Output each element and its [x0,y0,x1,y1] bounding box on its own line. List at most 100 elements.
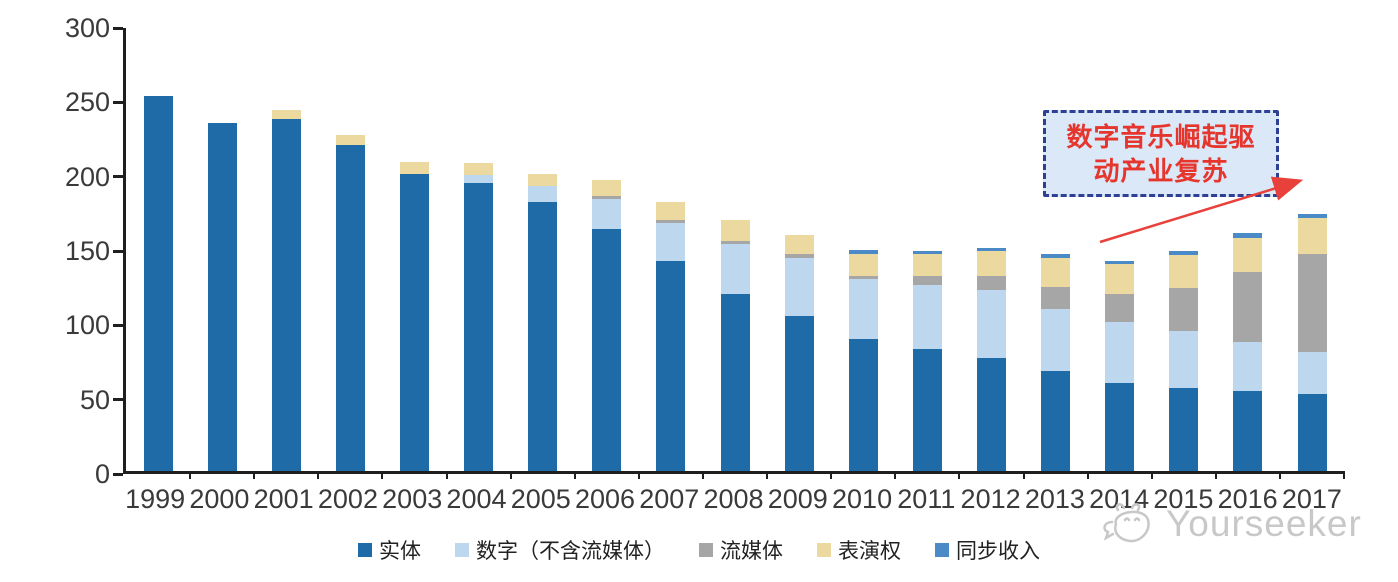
x-axis-label-2012: 2012 [960,484,1021,514]
bar-slot-2006 [575,28,640,479]
y-axis-tick [113,323,123,327]
x-axis-tick [1150,471,1153,479]
y-axis-label: 300 [64,13,110,43]
bar-segment [464,182,494,471]
bar-segment [592,179,622,196]
x-axis-label-2016: 2016 [1217,484,1278,514]
x-axis-label-2009: 2009 [767,484,828,514]
bar-segment [1169,255,1199,289]
bar-segment [1233,237,1263,272]
bar-segment [1233,271,1263,342]
bar-segment [464,163,494,176]
bar-slot-2009 [767,28,833,479]
legend-item: 同步收入 [935,535,1040,565]
x-axis-label-2011: 2011 [897,484,956,514]
bar-segment [784,253,814,259]
bars-layer [126,28,1346,479]
bar-segment [464,175,494,183]
bar-slot-2004 [447,28,512,479]
bar-segment [143,96,173,471]
x-axis-tick [637,471,640,479]
x-axis-tick [830,471,833,479]
y-axis-label: 100 [64,310,110,341]
bar-segment [976,248,1006,251]
stacked-bar-2013 [1041,253,1071,471]
x-axis-label-2003: 2003 [382,484,443,514]
bar-segment [528,185,558,202]
bar-slot-2015 [1152,28,1217,479]
bar-segment [848,279,878,339]
bar-segment [1297,393,1327,471]
bar-slot-2011 [895,28,961,479]
bar-segment [720,240,750,244]
stacked-bar-2004 [464,163,494,471]
legend-swatch-icon [817,543,831,557]
bar-slot-2012 [959,28,1025,479]
legend-item: 数字（不含流媒体） [455,535,665,565]
x-axis-tick [1214,471,1217,479]
watermark-text: Yourseeker [1166,503,1362,544]
bar-segment [656,201,686,220]
x-axis-tick [317,471,320,479]
bar-segment [1105,294,1135,323]
stacked-bar-2000 [207,123,237,471]
legend-item: 流媒体 [699,535,783,565]
stacked-bar-2005 [528,173,558,471]
bar-segment [592,198,622,229]
stacked-bar-1999 [143,96,173,471]
yourseeker-logo-icon [1103,503,1150,543]
bar-segment [207,123,237,471]
bar-segment [848,276,878,280]
stacked-bar-2012 [976,248,1006,471]
bar-slot-1999 [126,28,192,479]
bar-segment [848,338,878,471]
bar-segment [592,228,622,471]
bar-segment [1297,218,1327,254]
bar-slot-2013 [1024,28,1089,479]
bar-segment [335,145,365,471]
bar-segment [976,276,1006,290]
bar-segment [912,285,942,350]
y-axis-tick [113,472,123,476]
x-axis-label-2017: 2017 [1281,484,1342,514]
stacked-bar-2001 [271,109,301,471]
bar-segment [784,258,814,317]
x-axis-label-2007: 2007 [639,484,700,514]
legend-label: 表演权 [838,540,901,563]
bar-segment [1169,331,1199,388]
y-axis-label: 150 [64,236,110,266]
y-axis-tick [113,26,123,30]
stacked-bar-2006 [592,179,622,471]
bar-segment [656,222,686,262]
stacked-bar-2017 [1297,213,1327,471]
bar-segment [528,201,558,471]
stacked-bar-2010 [848,249,878,471]
legend-label: 数字（不含流媒体） [476,540,665,563]
x-axis-label-2006: 2006 [574,484,636,514]
stacked-bar-2003 [399,161,429,471]
bar-slot-2001 [254,28,320,479]
legend-swatch-icon [935,543,949,557]
bar-segment [1169,387,1199,471]
stacked-bar-2009 [784,234,814,471]
stacked-bar-2007 [656,201,686,471]
bar-segment [848,249,878,254]
legend-item: 实体 [358,535,421,565]
bar-segment [784,234,814,254]
stacked-bar-2014 [1105,261,1135,471]
bar-segment [1041,286,1071,309]
bar-segment [1233,341,1263,391]
bar-segment [1041,258,1071,287]
legend-label: 流媒体 [720,540,783,563]
x-axis-label-2010: 2010 [832,484,893,514]
legend-label: 实体 [379,540,421,563]
bar-segment [1105,322,1135,384]
x-axis-label-2005: 2005 [510,484,571,514]
annotation-text-line2: 动产业复苏 [1093,155,1229,186]
legend-swatch-icon [699,543,713,557]
bar-segment [912,253,942,277]
bar-segment [399,173,429,471]
bar-segment [656,261,686,471]
bar-segment [528,173,558,186]
